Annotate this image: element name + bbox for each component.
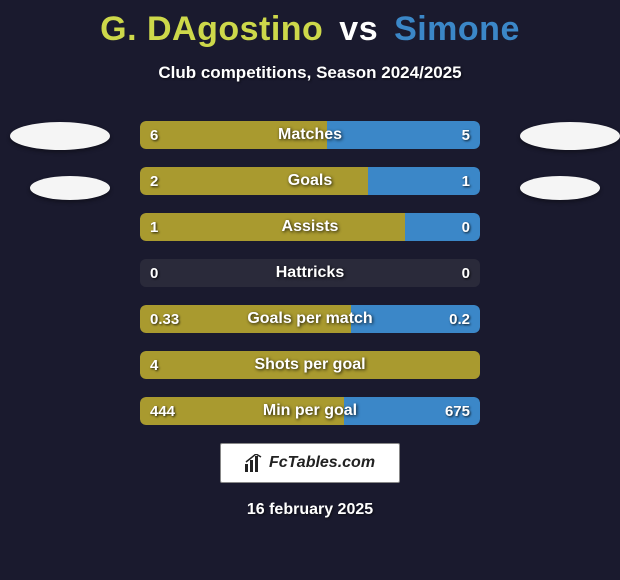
- stat-value-left: 4: [140, 351, 168, 379]
- stat-fill-left: [140, 213, 405, 241]
- stat-row: 444675Min per goal: [140, 397, 480, 425]
- stat-value-right: 0.2: [439, 305, 480, 333]
- stat-value-left: 0.33: [140, 305, 189, 333]
- stat-row: 0 0Hattricks: [140, 259, 480, 287]
- stat-value-right: 0: [452, 213, 480, 241]
- stat-value-right: 0: [452, 259, 480, 287]
- comparison-title: G. DAgostino vs Simone: [0, 0, 620, 49]
- decor-ellipse-left-2: [30, 176, 110, 200]
- footer-date: 16 february 2025: [0, 501, 620, 519]
- stat-row: 21Goals: [140, 167, 480, 195]
- stat-row: 0.330.2Goals per match: [140, 305, 480, 333]
- subtitle-text: Club competitions, Season 2024/2025: [0, 63, 620, 83]
- vs-text: vs: [339, 10, 378, 48]
- decor-ellipse-right-1: [520, 122, 620, 150]
- stat-value-right: 675: [435, 397, 480, 425]
- player2-name: Simone: [394, 10, 520, 48]
- stat-bars-container: 65Matches21Goals10Assists00Hattricks0.33…: [140, 121, 480, 425]
- branding-box: FcTables.com: [220, 443, 400, 483]
- stat-fill-left: [140, 351, 480, 379]
- stat-row: 10Assists: [140, 213, 480, 241]
- stat-value-right: 5: [452, 121, 480, 149]
- stat-fill-left: [140, 167, 368, 195]
- stat-value-right: [460, 351, 480, 379]
- player1-name: G. DAgostino: [100, 10, 323, 48]
- stat-row: 4Shots per goal: [140, 351, 480, 379]
- chart-icon: [245, 454, 265, 472]
- stat-value-right: 1: [452, 167, 480, 195]
- decor-ellipse-left-1: [10, 122, 110, 150]
- decor-ellipse-right-2: [520, 176, 600, 200]
- stat-value-left: 2: [140, 167, 168, 195]
- stat-value-left: 0: [140, 259, 168, 287]
- stat-value-left: 6: [140, 121, 168, 149]
- stat-row: 65Matches: [140, 121, 480, 149]
- stat-label: Hattricks: [140, 259, 480, 287]
- branding-text: FcTables.com: [269, 454, 375, 472]
- stat-value-left: 444: [140, 397, 185, 425]
- stat-value-left: 1: [140, 213, 168, 241]
